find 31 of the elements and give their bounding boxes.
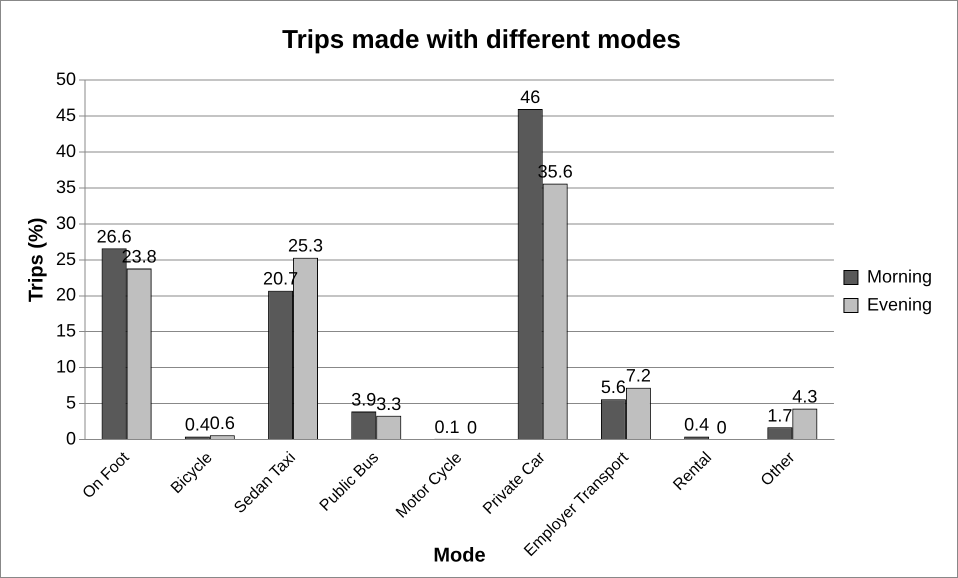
y-axis-title: Trips (%)	[26, 218, 48, 302]
y-tick-label: 50	[56, 69, 76, 90]
y-tick-label: 25	[56, 248, 76, 269]
y-tick-label: 20	[56, 284, 76, 305]
legend-label: Evening	[866, 294, 932, 314]
data-label: 46	[520, 86, 540, 107]
y-tick-label: 40	[56, 141, 76, 162]
data-label: 0.6	[210, 413, 235, 434]
data-label: 1.7	[767, 405, 792, 426]
data-label: 25.3	[288, 236, 324, 256]
data-label: 5.6	[600, 377, 626, 398]
y-tick-label: 45	[56, 105, 76, 126]
x-axis-title: Mode	[433, 544, 486, 567]
chart-title: Trips made with different modes	[282, 24, 681, 54]
data-label: 0.1	[434, 416, 460, 437]
y-tick-label: 35	[56, 176, 76, 197]
data-label: 0.4	[184, 414, 210, 435]
y-tick-label: 15	[56, 320, 76, 341]
y-tick-label: 5	[66, 392, 76, 413]
data-label: 26.6	[96, 226, 132, 246]
data-label: 7.2	[626, 366, 651, 386]
y-tick-label: 0	[66, 428, 76, 448]
legend-label: Morning	[866, 266, 932, 286]
y-tick-label: 10	[56, 356, 76, 377]
data-label: 3.9	[351, 389, 376, 410]
data-label: 0	[466, 417, 477, 438]
data-label: 3.3	[376, 394, 402, 414]
data-label: 4.3	[792, 386, 818, 407]
data-label: 0.4	[684, 414, 710, 435]
y-tick-label: 30	[56, 212, 76, 233]
data-label: 0	[716, 417, 727, 438]
